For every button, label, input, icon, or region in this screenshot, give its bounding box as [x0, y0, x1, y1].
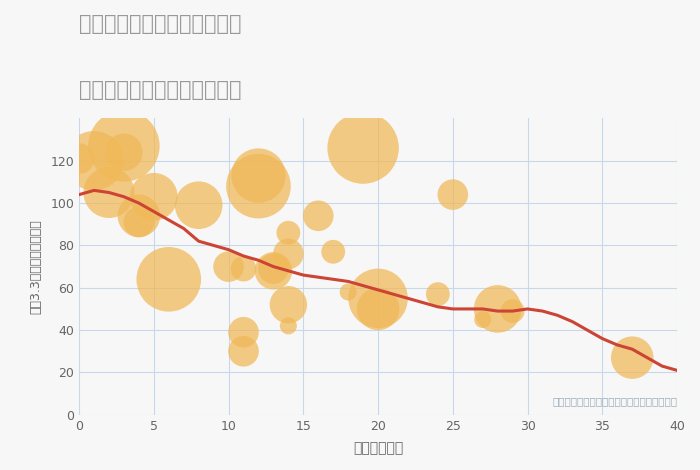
Point [372, 295, 384, 302]
Point [447, 191, 458, 198]
Point [342, 288, 354, 296]
Point [163, 275, 174, 283]
Point [238, 265, 249, 273]
Point [133, 219, 144, 226]
Point [118, 149, 130, 156]
Text: 三重県四日市市楠町北五味塚: 三重県四日市市楠町北五味塚 [79, 14, 242, 34]
Point [507, 307, 518, 315]
Point [253, 172, 264, 180]
Point [372, 305, 384, 313]
Y-axis label: 坪（3.3㎡）単価（万円）: 坪（3.3㎡）単価（万円） [29, 219, 42, 314]
Text: 円の大きさは、取引のあった物件面積を示す: 円の大きさは、取引のあった物件面積を示す [552, 396, 677, 406]
Point [283, 229, 294, 236]
Point [118, 142, 130, 149]
Point [253, 182, 264, 190]
Point [626, 354, 638, 361]
Point [238, 347, 249, 355]
X-axis label: 築年数（年）: 築年数（年） [353, 441, 403, 455]
Point [104, 189, 115, 196]
Point [193, 202, 204, 209]
Point [223, 263, 235, 270]
Point [492, 305, 503, 313]
Point [313, 212, 324, 219]
Point [133, 212, 144, 219]
Point [433, 290, 444, 298]
Text: 築年数別中古マンション価格: 築年数別中古マンション価格 [79, 80, 242, 100]
Point [74, 155, 85, 163]
Point [238, 329, 249, 336]
Point [88, 157, 99, 164]
Point [358, 144, 369, 152]
Point [268, 267, 279, 274]
Point [328, 248, 339, 256]
Point [268, 265, 279, 273]
Point [148, 193, 160, 201]
Point [283, 322, 294, 329]
Point [283, 301, 294, 308]
Point [283, 250, 294, 258]
Point [477, 316, 489, 323]
